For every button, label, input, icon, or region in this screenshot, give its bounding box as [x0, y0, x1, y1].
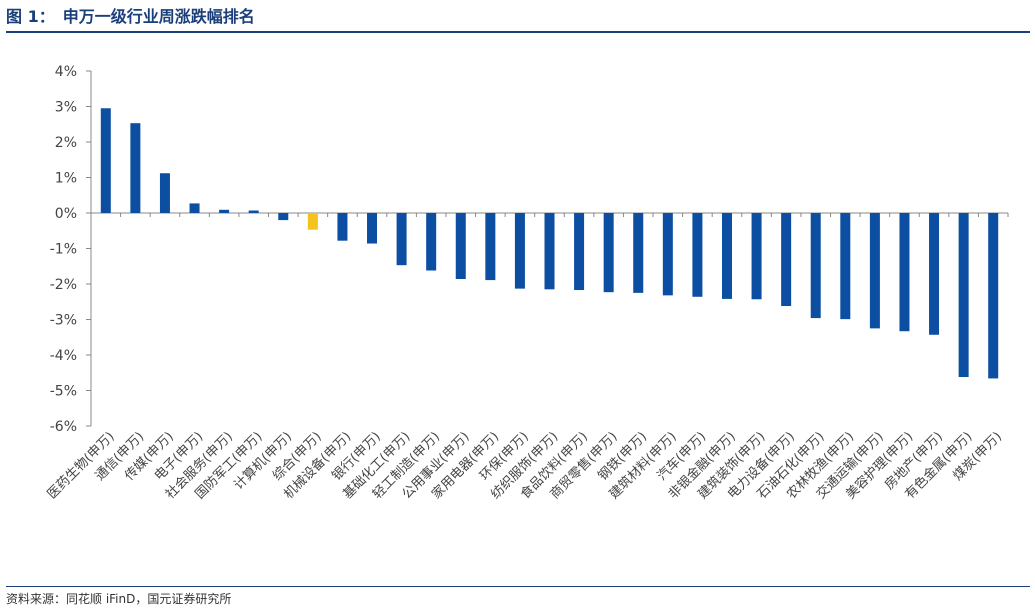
bar [751, 213, 762, 300]
bar [988, 213, 999, 379]
bar [367, 213, 378, 244]
figure-title: 图 1： 申万一级行业周涨跌幅排名 [6, 4, 255, 30]
bar [278, 213, 289, 221]
y-tick-label: -3% [50, 313, 77, 329]
y-tick-label: -6% [50, 419, 77, 435]
bar [869, 213, 880, 329]
bar [159, 173, 170, 213]
bar [455, 213, 466, 280]
bar [248, 210, 259, 213]
y-tick-label: 2% [55, 135, 77, 151]
bar [544, 213, 555, 290]
bar [396, 213, 407, 266]
bar [929, 213, 940, 335]
bar [899, 213, 910, 332]
bar [100, 108, 111, 213]
y-tick-label: 1% [55, 171, 77, 187]
bar [574, 213, 585, 291]
bar [662, 213, 673, 296]
bar [840, 213, 851, 320]
bar [514, 213, 525, 289]
bar [633, 213, 644, 293]
bar [692, 213, 703, 297]
y-tick-label: 0% [55, 206, 77, 222]
figure-number: 图 1： [6, 7, 55, 26]
y-tick-label: -2% [50, 277, 77, 293]
source-note: 资料来源：同花顺 iFinD，国元证券研究所 [6, 592, 232, 606]
bar [958, 213, 969, 378]
bar [485, 213, 496, 281]
bar [189, 203, 200, 213]
bar [721, 213, 732, 299]
y-tick-label: -4% [50, 348, 77, 364]
y-tick-label: 3% [55, 100, 77, 116]
bar [307, 213, 318, 230]
bar [810, 213, 821, 319]
y-tick-label: -5% [50, 384, 77, 400]
bar [130, 123, 141, 213]
figure-title-text: 申万一级行业周涨跌幅排名 [62, 7, 255, 26]
y-tick-label: -1% [50, 242, 77, 258]
bar [219, 209, 230, 213]
bar [426, 213, 437, 271]
y-tick-label: 4% [55, 64, 77, 80]
bar [603, 213, 614, 293]
bar [781, 213, 792, 307]
bar [337, 213, 348, 241]
title-divider [6, 31, 1030, 33]
footer-divider [6, 586, 1030, 587]
